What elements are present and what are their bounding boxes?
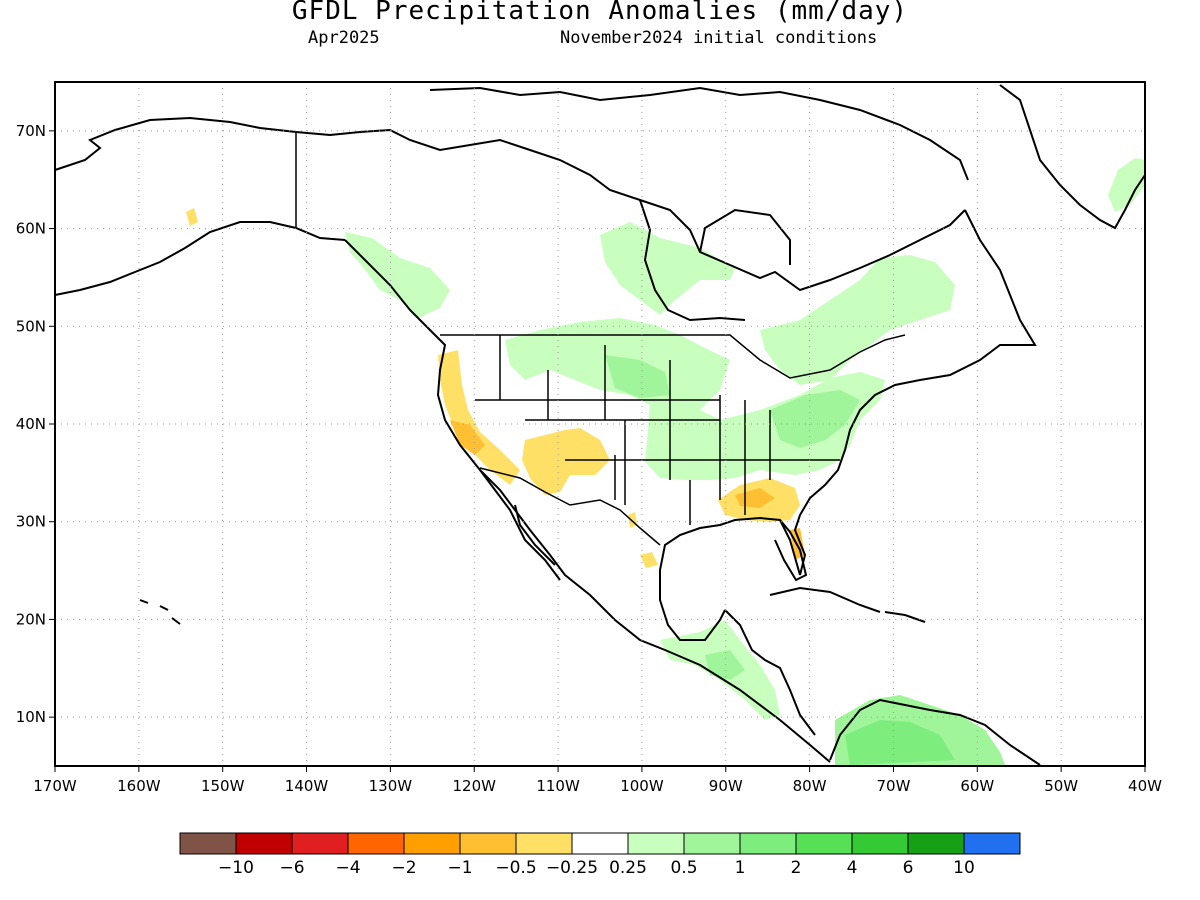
border-us-mexico bbox=[479, 467, 661, 546]
lon-tick-label: 140W bbox=[285, 777, 329, 795]
lat-tick-label: 20N bbox=[16, 610, 46, 628]
colorbar-label: 1 bbox=[735, 858, 746, 878]
colorbar-labels: −10 −6 −4 −2 −1 −0.5 −0.25 0.25 0.5 1 2 4 6 10 bbox=[218, 858, 975, 878]
lon-tick-label: 50W bbox=[1044, 777, 1078, 795]
coast-baja bbox=[479, 469, 561, 581]
wet-region-dakotas bbox=[605, 355, 670, 398]
map-frame bbox=[54, 81, 1146, 767]
political-boundaries bbox=[295, 132, 906, 546]
colorbar-label: −0.5 bbox=[495, 858, 536, 878]
colorbar-label: −10 bbox=[218, 858, 254, 878]
lon-tick-label: 40W bbox=[1128, 777, 1162, 795]
colorbar-swatch bbox=[571, 832, 629, 855]
dry-region-southwest bbox=[522, 428, 610, 495]
colorbar-label: −4 bbox=[335, 858, 360, 878]
wet-region-ohio-valley bbox=[770, 390, 860, 448]
coast-south-america bbox=[829, 698, 1041, 766]
state-lines bbox=[475, 335, 840, 525]
colorbar-label: 0.5 bbox=[670, 858, 697, 878]
colorbar-swatch bbox=[347, 832, 405, 855]
lon-tick-label: 120W bbox=[452, 777, 496, 795]
colorbar-swatch bbox=[403, 832, 461, 855]
dry-region-alaska bbox=[186, 208, 198, 226]
lon-tick-label: 70W bbox=[877, 777, 911, 795]
coast-cuba bbox=[769, 586, 881, 613]
wet-region-greenland bbox=[1108, 158, 1145, 212]
lat-tick-label: 40N bbox=[16, 415, 46, 433]
wet-region-venezuela bbox=[845, 720, 955, 765]
colorbar-swatch bbox=[235, 832, 293, 855]
coast-hispaniola bbox=[884, 611, 926, 623]
coast-hawaii bbox=[139, 599, 181, 625]
latitude-labels: 10N 20N 30N 40N 50N 60N 70N bbox=[16, 122, 55, 726]
anomaly-shading bbox=[186, 158, 1145, 765]
colorbar-label: −6 bbox=[279, 858, 304, 878]
coast-hudson-bay bbox=[639, 199, 791, 322]
coast-central-america bbox=[724, 609, 816, 736]
colorbar-swatch bbox=[739, 832, 797, 855]
lon-tick-label: 100W bbox=[620, 777, 664, 795]
colorbar-label: 4 bbox=[847, 858, 858, 878]
colorbar-swatch bbox=[459, 832, 517, 855]
lon-tick-label: 110W bbox=[536, 777, 580, 795]
lat-lon-grid bbox=[55, 82, 1145, 766]
colorbar-label: −1 bbox=[447, 858, 472, 878]
initial-conditions-label: November2024 initial conditions bbox=[560, 28, 878, 48]
colorbar-swatch bbox=[179, 832, 237, 855]
wet-region-bc bbox=[345, 232, 450, 318]
map-title: GFDL Precipitation Anomalies (mm/day) bbox=[291, 0, 909, 26]
dry-region-texas bbox=[628, 512, 637, 528]
border-us-canada bbox=[440, 334, 906, 379]
lon-tick-label: 130W bbox=[369, 777, 413, 795]
lat-tick-label: 70N bbox=[16, 122, 46, 140]
wet-region-quebec bbox=[760, 255, 955, 385]
colorbar-swatch bbox=[627, 832, 685, 855]
colorbar-swatch bbox=[907, 832, 965, 855]
colorbar-swatch bbox=[515, 832, 573, 855]
colorbar-swatch bbox=[683, 832, 741, 855]
colorbar-label: −0.25 bbox=[546, 858, 598, 878]
colorbar bbox=[179, 832, 1021, 855]
coast-arctic-islands bbox=[429, 86, 969, 181]
lon-tick-label: 160W bbox=[117, 777, 161, 795]
colorbar-swatch bbox=[963, 832, 1021, 855]
colorbar-label: 10 bbox=[953, 858, 975, 878]
dry-region-mexico bbox=[640, 552, 658, 568]
wet-region-honduras bbox=[705, 650, 745, 680]
dry-region-west-coast bbox=[438, 350, 520, 485]
colorbar-swatch bbox=[795, 832, 853, 855]
coast-arctic-canada bbox=[295, 128, 966, 292]
coast-pacific bbox=[344, 239, 831, 763]
lat-tick-label: 30N bbox=[16, 513, 46, 531]
colorbar-label: 2 bbox=[791, 858, 802, 878]
dry-region-california bbox=[450, 420, 485, 455]
lat-tick-label: 50N bbox=[16, 317, 46, 335]
colorbar-label: −2 bbox=[391, 858, 416, 878]
colorbar-label: 6 bbox=[903, 858, 914, 878]
coast-florida bbox=[774, 519, 808, 582]
coastlines bbox=[54, 84, 1146, 766]
lon-tick-label: 150W bbox=[201, 777, 245, 795]
lat-tick-label: 10N bbox=[16, 708, 46, 726]
lon-tick-label: 90W bbox=[709, 777, 743, 795]
colorbar-swatch bbox=[851, 832, 909, 855]
coast-gulf bbox=[659, 516, 801, 641]
coast-east-canada bbox=[793, 209, 1037, 576]
coast-greenland bbox=[999, 84, 1146, 230]
lon-tick-label: 170W bbox=[33, 777, 77, 795]
forecast-month: Apr2025 bbox=[308, 28, 380, 48]
wet-region-hudson-west bbox=[600, 222, 735, 315]
lon-tick-label: 80W bbox=[793, 777, 827, 795]
coast-alaska bbox=[54, 116, 346, 296]
lat-tick-label: 60N bbox=[16, 220, 46, 238]
colorbar-swatch bbox=[291, 832, 349, 855]
lon-tick-label: 60W bbox=[960, 777, 994, 795]
longitude-labels: 170W 160W 150W 140W 130W 120W 110W 100W 90W 80W 70… bbox=[33, 766, 1162, 795]
colorbar-label: 0.25 bbox=[609, 858, 647, 878]
